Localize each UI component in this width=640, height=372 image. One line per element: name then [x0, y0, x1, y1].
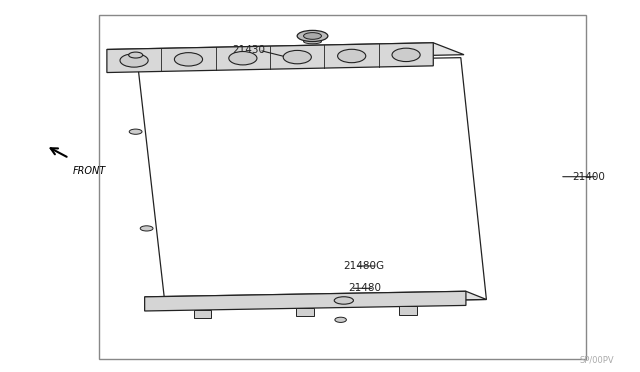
Polygon shape — [107, 43, 464, 61]
Ellipse shape — [297, 31, 328, 42]
Text: 21480: 21480 — [348, 283, 381, 293]
Text: FRONT: FRONT — [72, 166, 106, 176]
Ellipse shape — [392, 48, 420, 62]
Polygon shape — [138, 58, 486, 305]
Polygon shape — [193, 310, 211, 318]
Polygon shape — [399, 307, 417, 315]
Ellipse shape — [120, 54, 148, 67]
Ellipse shape — [335, 317, 346, 323]
Text: SP/00PV: SP/00PV — [580, 356, 614, 365]
Polygon shape — [145, 291, 466, 311]
Ellipse shape — [129, 129, 142, 134]
Ellipse shape — [338, 49, 366, 63]
Ellipse shape — [303, 39, 321, 44]
Ellipse shape — [129, 52, 143, 58]
Bar — [99, 15, 586, 359]
Ellipse shape — [334, 297, 353, 304]
Text: 21430: 21430 — [232, 45, 266, 55]
Ellipse shape — [303, 33, 321, 39]
Polygon shape — [296, 308, 314, 316]
Polygon shape — [107, 43, 433, 73]
Text: 21480G: 21480G — [343, 261, 384, 271]
Polygon shape — [145, 291, 486, 305]
Ellipse shape — [174, 53, 202, 66]
Text: 21400: 21400 — [572, 172, 605, 182]
Ellipse shape — [228, 52, 257, 65]
Ellipse shape — [284, 50, 312, 64]
Ellipse shape — [140, 226, 153, 231]
